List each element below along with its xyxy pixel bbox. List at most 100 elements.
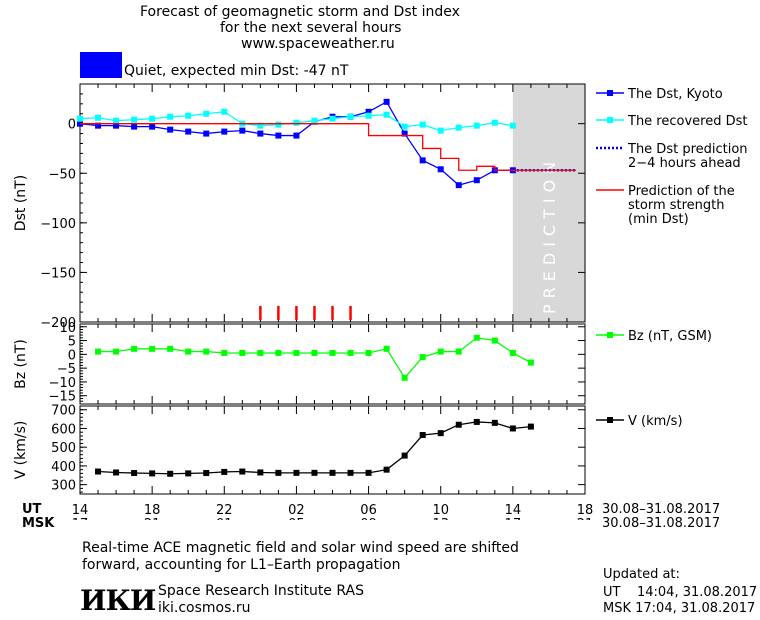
ut-label: UT (22, 502, 42, 517)
footer-note-line-1: Real-time ACE magnetic field and solar w… (82, 540, 519, 556)
data-point (203, 348, 210, 355)
data-point (95, 468, 102, 475)
data-point (77, 115, 83, 122)
iki-logo: ИКИ (80, 584, 156, 617)
y-axis-label: V (km/s) (13, 421, 29, 480)
data-point (203, 130, 210, 137)
y-tick-label: −200 (40, 316, 76, 331)
data-point (527, 423, 534, 430)
data-point (419, 432, 426, 439)
data-point (455, 348, 462, 355)
msk-label: MSK (22, 516, 55, 531)
msk-tick-label: 21 (577, 517, 594, 520)
data-point (383, 111, 390, 118)
y-tick-label: 0 (68, 348, 76, 363)
data-point (401, 452, 408, 459)
data-point (491, 119, 498, 126)
data-point (113, 469, 120, 476)
series-line-2-0 (98, 421, 531, 475)
y-tick-label: 300 (51, 479, 76, 494)
y-tick-label: −10 (49, 376, 76, 391)
institute-name: Space Research Institute RAS (158, 583, 364, 599)
y-tick-label: 700 (51, 404, 76, 419)
data-point (95, 122, 102, 129)
data-point (473, 177, 480, 184)
series-line-0-3 (80, 123, 576, 171)
data-point (347, 469, 354, 476)
footer-note-line-2: forward, accounting for L1–Earth propaga… (82, 557, 401, 573)
y-axis-label: Bz (nT) (13, 339, 29, 389)
data-point (185, 112, 192, 119)
data-point (131, 116, 138, 123)
data-point (437, 166, 444, 173)
data-point (167, 470, 174, 477)
msk-tick-label: 17 (505, 517, 522, 520)
y-tick-label: 10 (59, 321, 76, 336)
institute-site: iki.cosmos.ru (158, 600, 251, 616)
data-point (275, 349, 282, 356)
data-point (149, 470, 156, 477)
legend-marker (607, 332, 613, 338)
data-point (365, 349, 372, 356)
data-point (275, 132, 282, 139)
data-point (347, 113, 354, 120)
data-point (293, 469, 300, 476)
prediction-label: PREDICTION (540, 156, 559, 314)
legend-label: (min Dst) (628, 212, 689, 227)
legend-marker (607, 117, 613, 123)
data-point (473, 122, 480, 129)
legend-label: storm strength (628, 198, 725, 213)
data-point (221, 108, 228, 115)
chart-title-line-3: www.spaceweather.ru (241, 36, 395, 52)
ut-tick-label: 18 (577, 503, 594, 518)
data-point (293, 119, 300, 126)
y-tick-label: −100 (40, 217, 76, 232)
data-point (329, 469, 336, 476)
data-point (131, 123, 138, 130)
ut-tick-label: 06 (360, 503, 377, 518)
data-point (239, 349, 246, 356)
legend-label: 2−4 hours ahead (628, 156, 741, 171)
panel-frame-2 (79, 405, 586, 495)
y-tick-label: −5 (57, 362, 76, 377)
data-point (257, 469, 264, 476)
data-point (311, 349, 318, 356)
data-point (239, 468, 246, 475)
data-point (167, 126, 174, 133)
data-point (401, 374, 408, 381)
data-point (167, 113, 174, 120)
status-color-box (80, 52, 122, 78)
data-point (437, 430, 444, 437)
legend-label: The Dst prediction (627, 142, 748, 157)
data-point (491, 337, 498, 344)
data-point (149, 345, 156, 352)
data-point (509, 425, 516, 432)
data-point (257, 130, 264, 137)
ut-tick-label: 14 (72, 503, 89, 518)
data-point (365, 469, 372, 476)
data-point (383, 98, 390, 105)
ut-tick-label: 02 (288, 503, 305, 518)
updated-msk: MSK 17:04, 31.08.2017 (603, 601, 756, 616)
data-point (131, 470, 138, 477)
series-line-1-0 (98, 337, 532, 379)
ut-date-range: 30.08–31.08.2017 (602, 502, 721, 517)
data-point (95, 348, 102, 355)
prediction-region (512, 84, 585, 322)
data-point (329, 349, 336, 356)
data-point (185, 470, 192, 477)
msk-tick-label: 09 (360, 517, 377, 520)
data-point (185, 348, 192, 355)
data-point (185, 128, 192, 135)
chart-title-line-2: for the next several hours (220, 20, 402, 36)
data-point (455, 421, 462, 428)
y-tick-label: 0 (68, 118, 76, 133)
data-point (203, 470, 210, 477)
data-point (509, 349, 516, 356)
y-tick-label: −150 (40, 266, 76, 281)
series-line-0-0 (79, 100, 513, 186)
y-tick-label: 5 (68, 335, 76, 350)
updated-ut: UT 14:04, 31.08.2017 (603, 585, 758, 600)
y-tick-label: 500 (51, 441, 76, 456)
